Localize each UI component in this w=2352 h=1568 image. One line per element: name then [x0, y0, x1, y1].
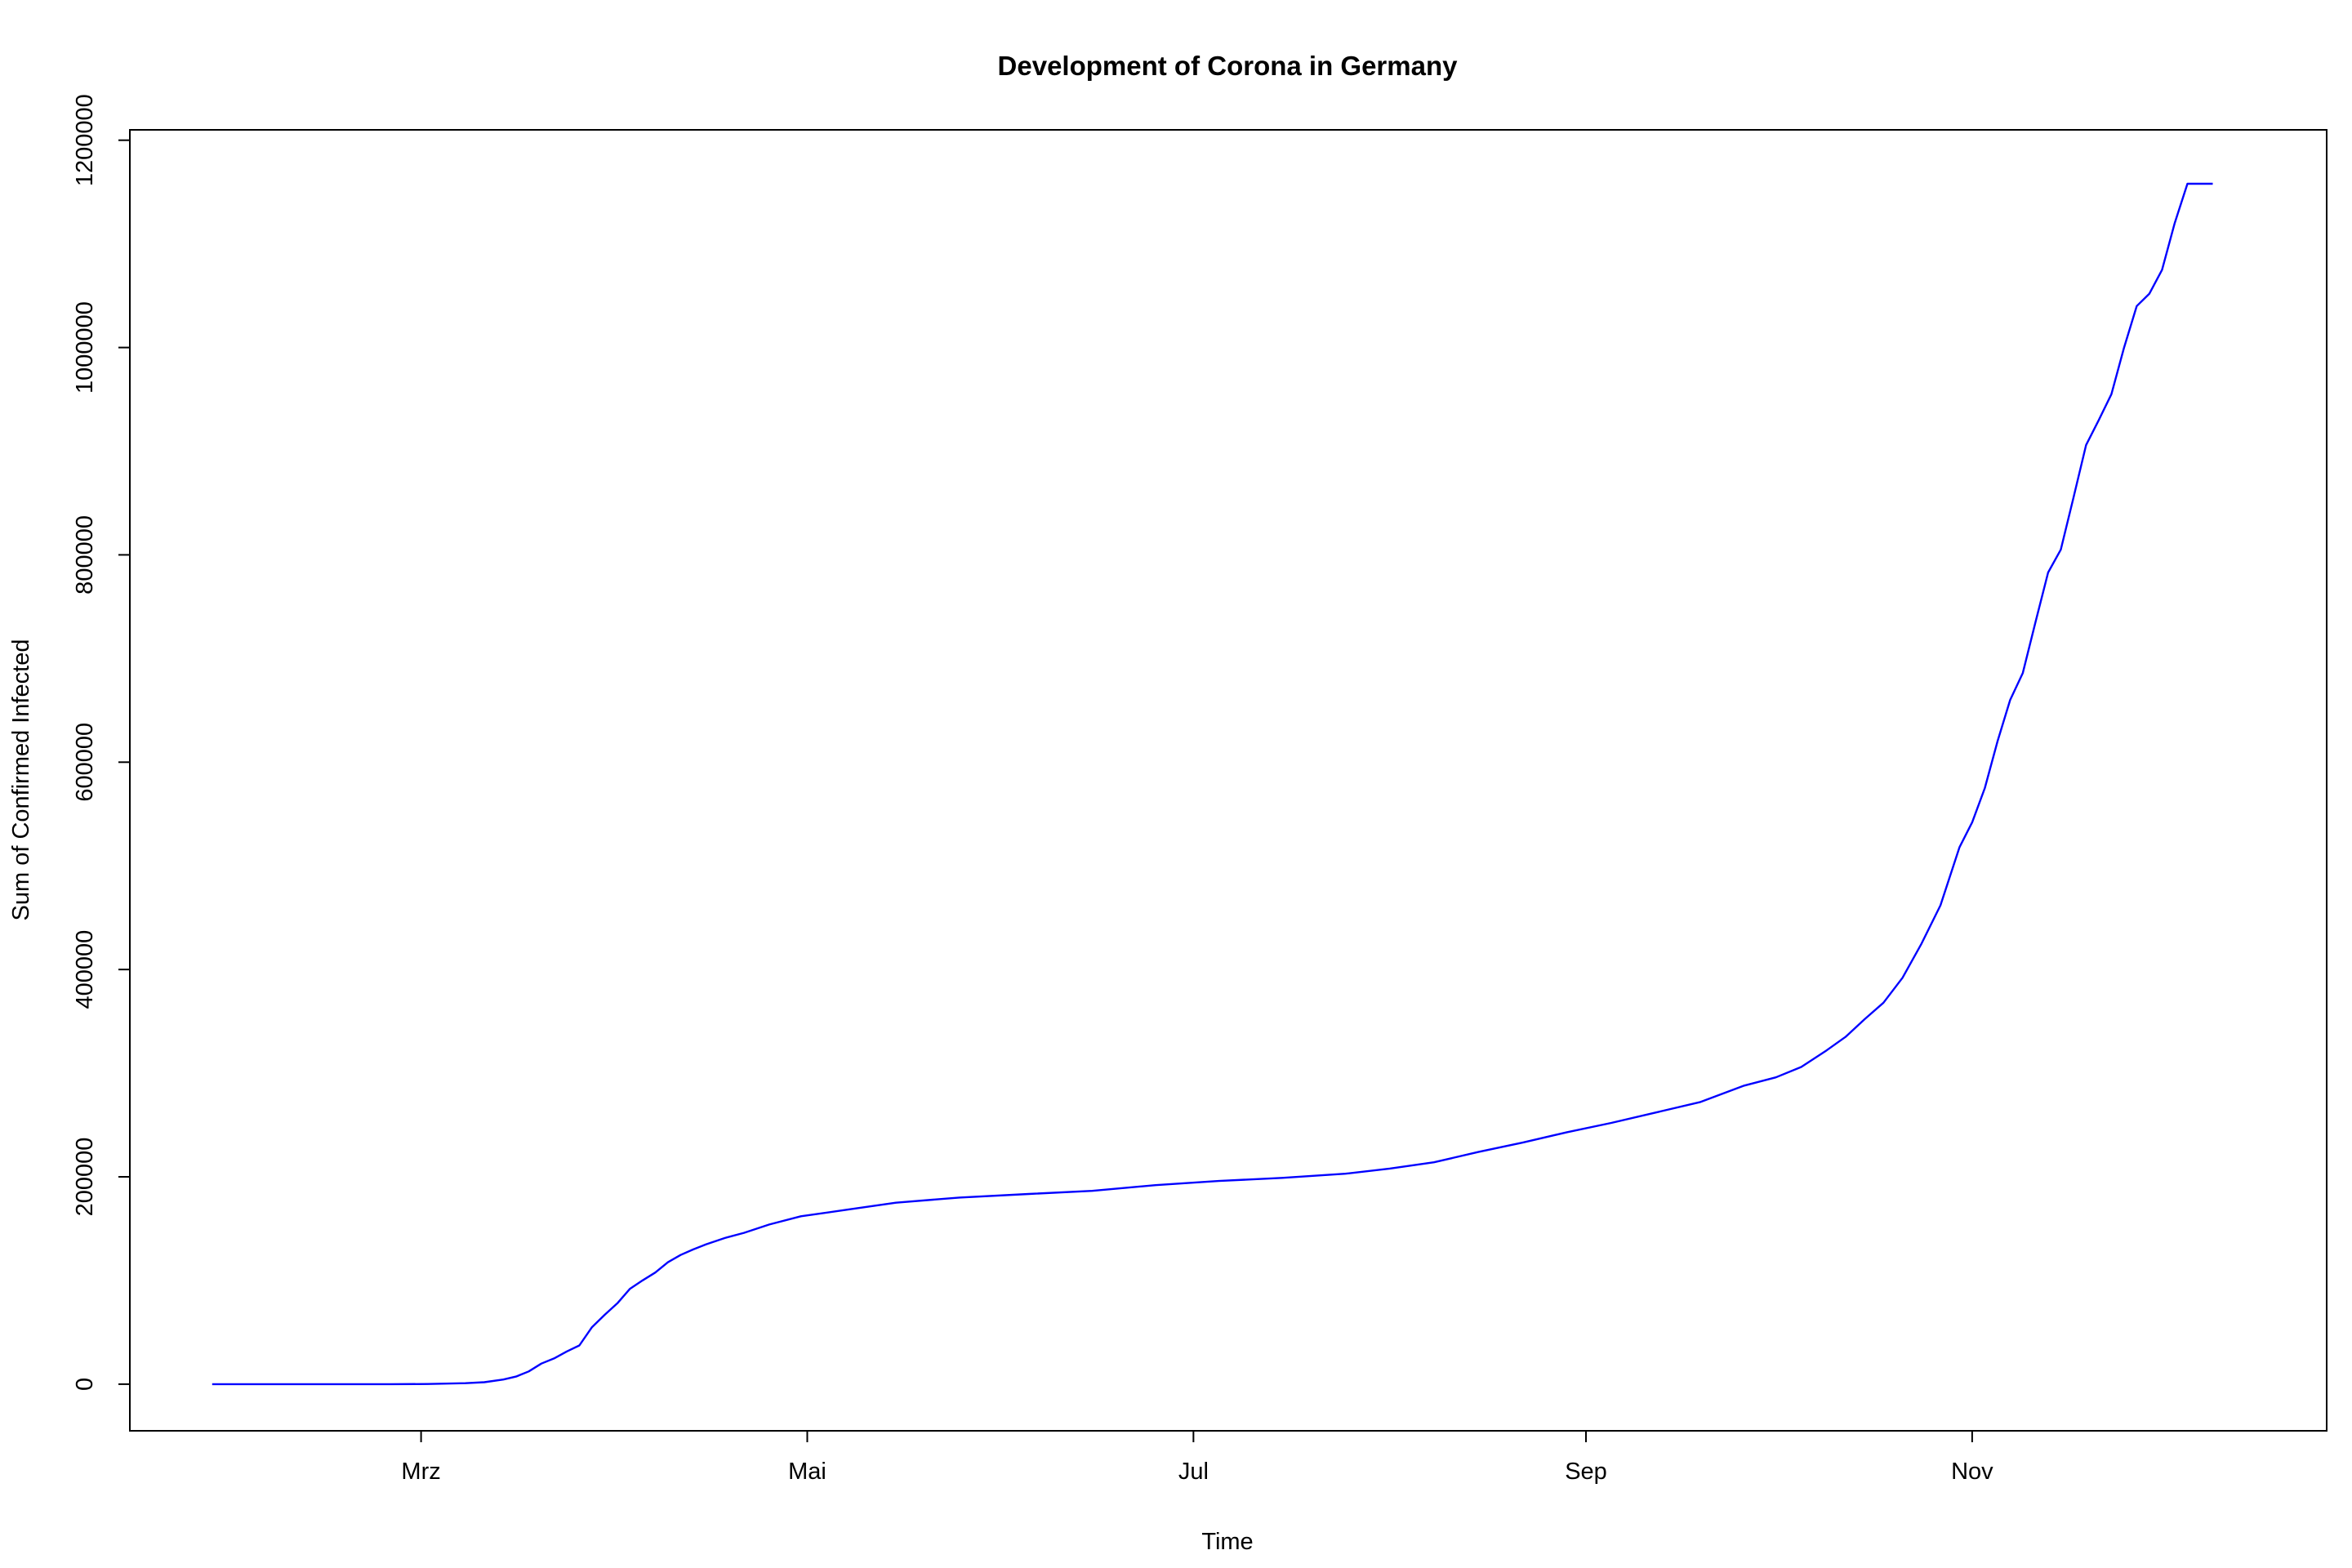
- x-tick-label: Mai: [788, 1459, 826, 1485]
- x-axis-label: Time: [1201, 1529, 1253, 1555]
- chart-title: Development of Corona in Germany: [998, 51, 1459, 81]
- y-tick-label: 1000000: [72, 301, 98, 394]
- y-tick-label: 800000: [72, 515, 98, 595]
- y-axis-label: Sum of Confirmed Infected: [8, 639, 34, 921]
- x-axis: Mrz Mai Jul Sep Nov: [401, 1430, 1993, 1485]
- x-tick-label: Nov: [1951, 1459, 1993, 1485]
- series-line-confirmed-infected: [212, 182, 2213, 1386]
- x-tick-label: Sep: [1565, 1459, 1607, 1485]
- y-tick-label: 1200000: [72, 94, 98, 186]
- y-axis: 0 200000 400000 600000 800000 1000000 1200000: [72, 94, 131, 1391]
- y-tick-label: 0: [72, 1378, 98, 1391]
- x-tick-label: Jul: [1178, 1459, 1209, 1485]
- y-tick-label: 600000: [72, 723, 98, 802]
- x-tick-label: Mrz: [401, 1459, 440, 1485]
- y-tick-label: 400000: [72, 930, 98, 1009]
- y-tick-label: 200000: [72, 1138, 98, 1217]
